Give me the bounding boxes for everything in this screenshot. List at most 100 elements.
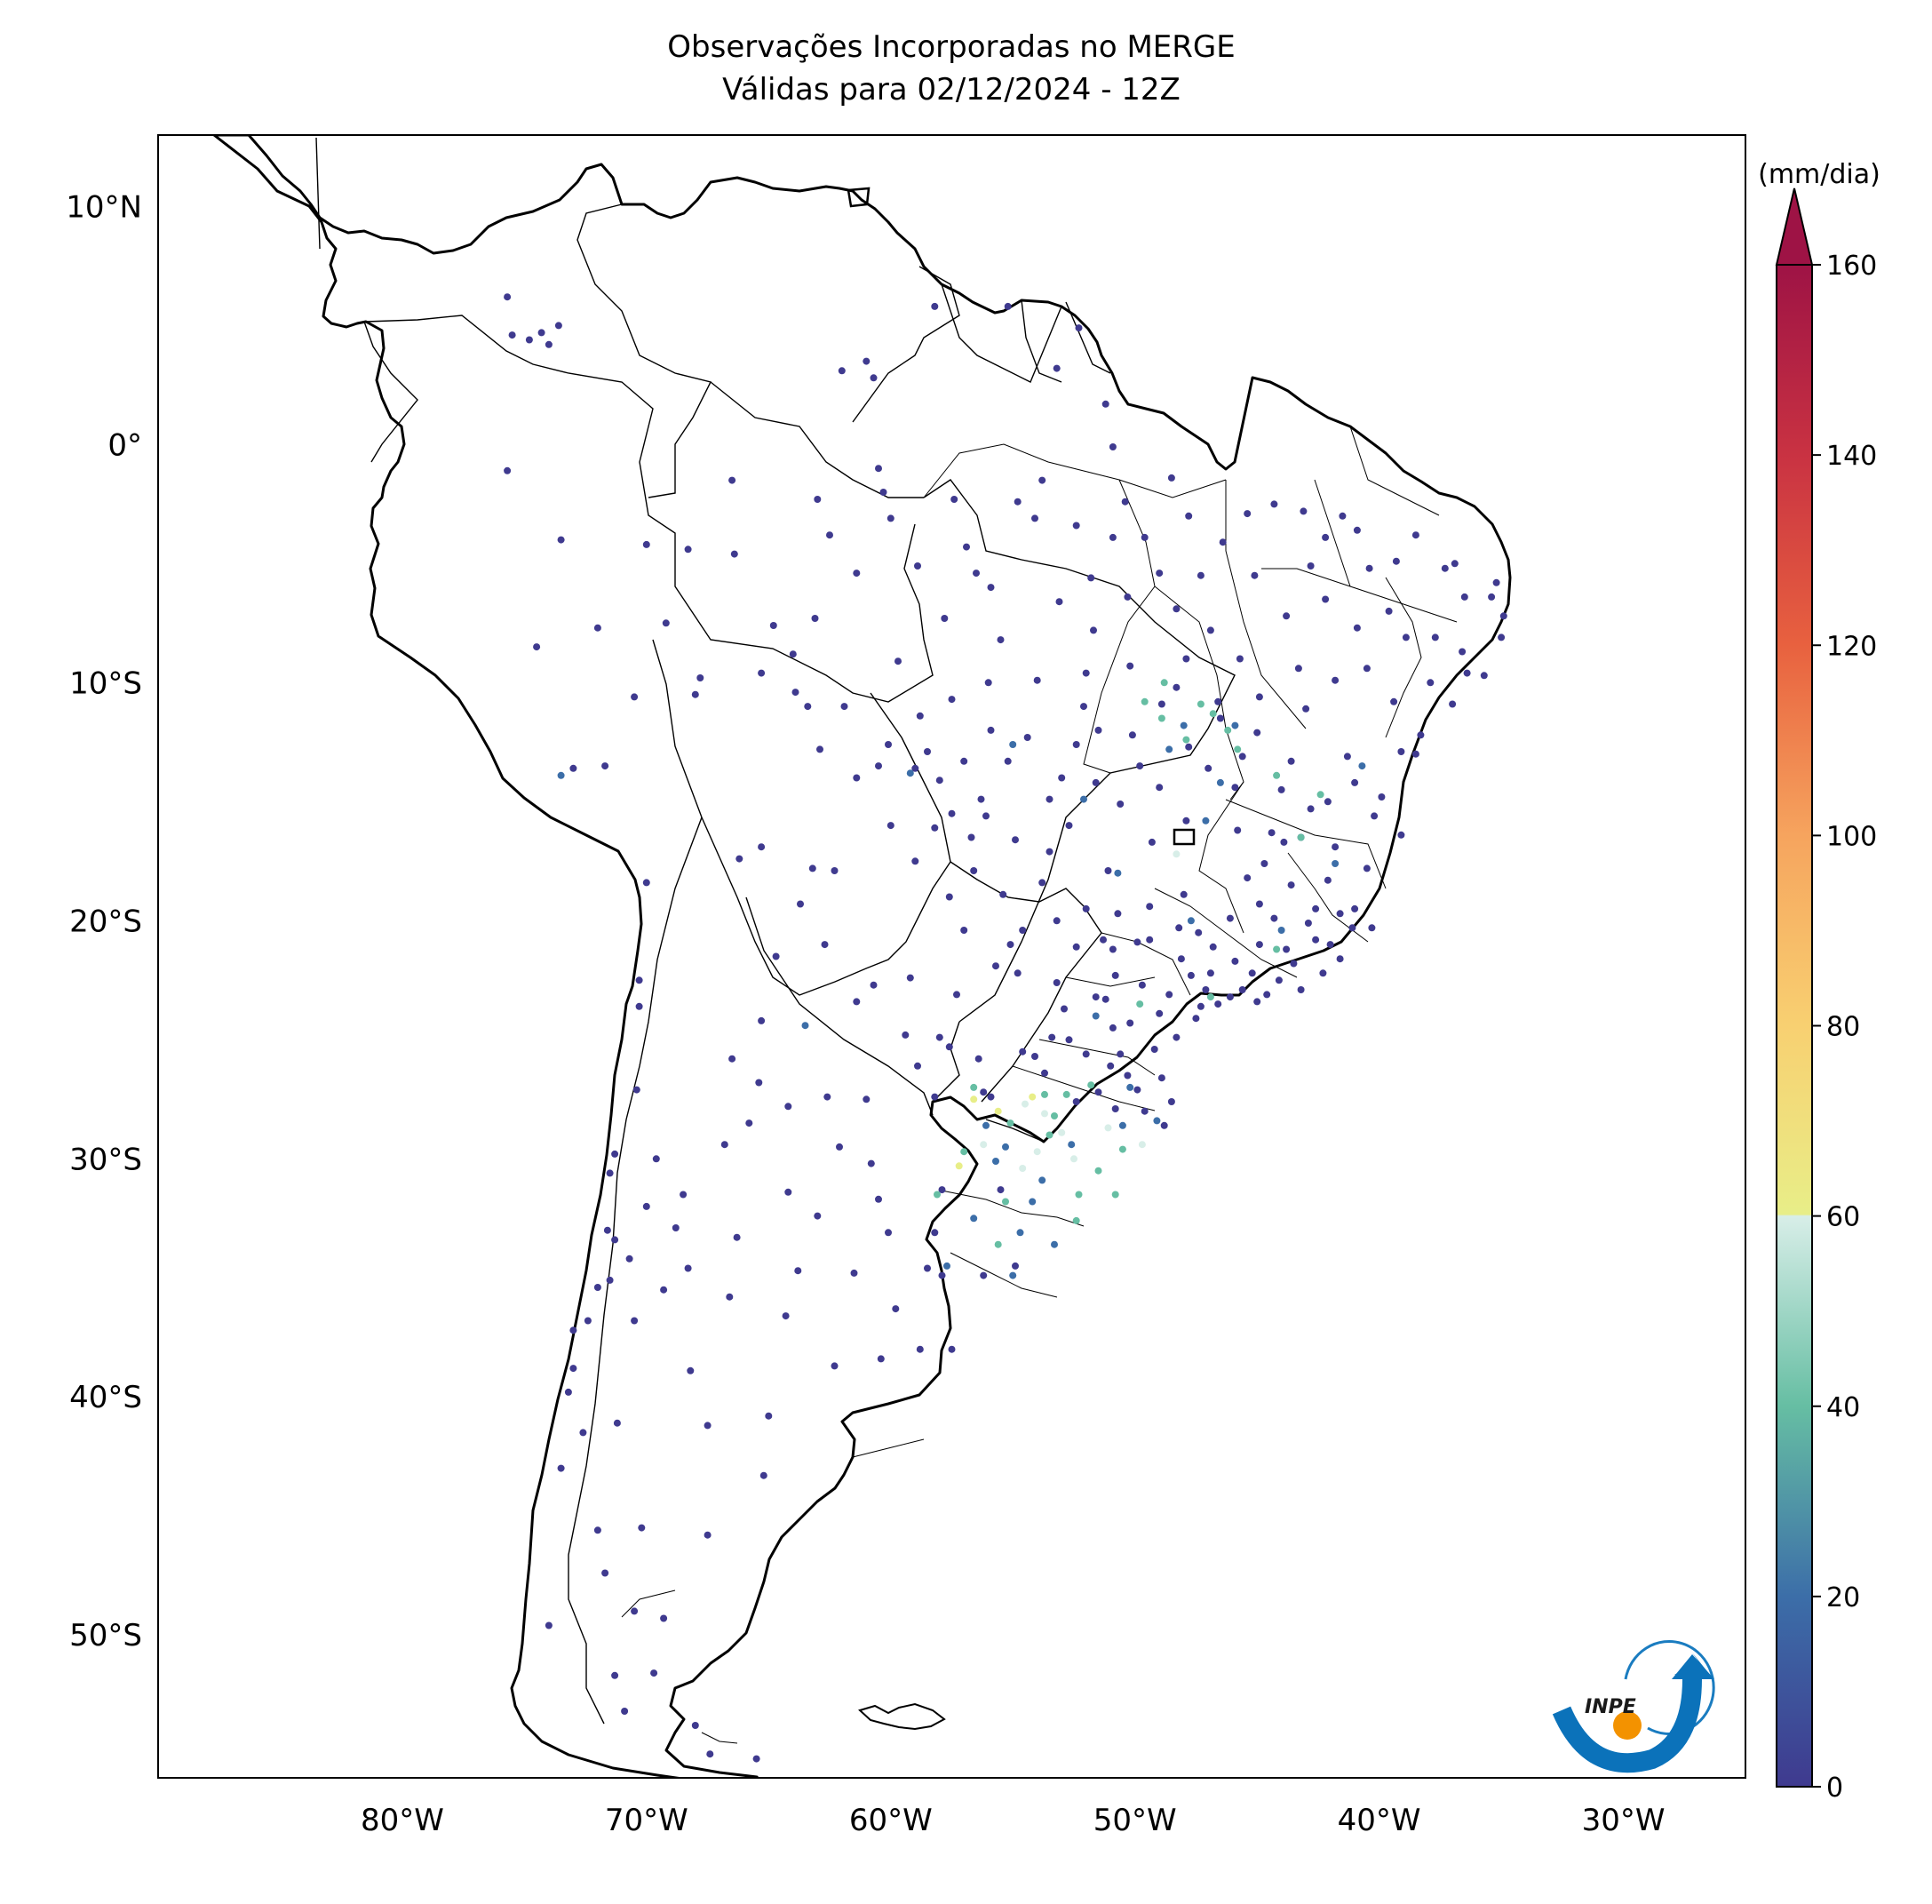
station-point <box>1290 960 1298 968</box>
station-point <box>1002 1198 1009 1206</box>
station-point <box>1365 564 1373 572</box>
station-point <box>1202 817 1210 825</box>
station-point <box>1238 753 1246 761</box>
colorbar-tick-label: 60 <box>1826 1202 1860 1233</box>
station-point <box>691 690 699 698</box>
station-point <box>672 1224 680 1231</box>
station-point <box>1109 443 1117 450</box>
state-borders <box>621 426 1458 1744</box>
lat-tick-label: 0° <box>107 427 142 463</box>
station-point <box>1332 676 1340 684</box>
station-point <box>994 1240 1002 1248</box>
colorbar-extend-arrow <box>1775 187 1814 266</box>
station-point <box>782 1312 790 1320</box>
station-point <box>1111 971 1119 979</box>
station-point <box>1033 1148 1041 1156</box>
station-point <box>948 1345 956 1353</box>
station-point <box>1072 741 1080 748</box>
station-point <box>1332 843 1340 851</box>
station-point <box>706 1750 714 1758</box>
station-point <box>1114 910 1122 918</box>
station-point <box>1187 917 1195 925</box>
station-point <box>931 824 939 832</box>
station-point <box>1255 941 1263 949</box>
station-point <box>728 1055 736 1063</box>
station-point <box>1304 920 1312 927</box>
station-point <box>1009 741 1017 748</box>
lat-tick-label: 30°S <box>69 1142 142 1177</box>
station-point <box>1107 1062 1115 1070</box>
station-point <box>1214 1000 1222 1008</box>
station-point <box>632 1086 640 1094</box>
station-point <box>1273 945 1281 953</box>
station-point <box>1460 593 1468 601</box>
station-point <box>914 1062 921 1070</box>
station-point <box>980 1141 988 1149</box>
station-point <box>948 696 956 704</box>
station-point <box>1061 1005 1068 1013</box>
station-point <box>1121 498 1129 506</box>
station-point <box>1173 683 1181 691</box>
station-point <box>1244 510 1252 518</box>
station-point <box>1156 570 1164 578</box>
station-point <box>1231 784 1239 792</box>
colorbar-tick-label: 160 <box>1826 251 1877 282</box>
station-point <box>1343 753 1351 761</box>
station-point <box>1053 917 1061 925</box>
station-point <box>1195 928 1203 936</box>
station-point <box>730 550 738 558</box>
station-point <box>831 1362 839 1370</box>
station-point <box>1307 805 1315 813</box>
station-point <box>758 843 766 851</box>
station-point <box>1182 817 1190 825</box>
station-point <box>1319 969 1327 977</box>
station-point <box>1324 876 1332 884</box>
station-point <box>1157 700 1165 708</box>
station-point <box>684 546 692 554</box>
station-point <box>593 1284 601 1291</box>
trinidad <box>847 187 871 208</box>
station-point <box>1082 904 1090 912</box>
station-point <box>963 543 970 551</box>
station-point <box>611 1236 619 1244</box>
station-point <box>914 562 921 570</box>
colorbar-tick-label: 100 <box>1826 821 1877 852</box>
station-point <box>638 1524 646 1532</box>
station-point <box>875 465 882 473</box>
lon-tick-label: 80°W <box>361 1803 444 1838</box>
colorbar: (mm/dia) 0 20 40 60 80 100 120 140 160 <box>1758 159 1880 1804</box>
station-point <box>1090 626 1097 634</box>
station-point <box>1263 991 1271 999</box>
station-point <box>943 1262 950 1270</box>
station-point <box>735 855 743 863</box>
station-point <box>1492 578 1500 586</box>
station-point <box>1268 829 1276 837</box>
station-point <box>906 974 914 982</box>
station-point <box>924 748 931 755</box>
station-point <box>631 1317 639 1325</box>
station-point <box>606 1276 614 1284</box>
station-point <box>1451 560 1459 568</box>
station-point <box>1146 936 1154 944</box>
station-point <box>853 998 861 1006</box>
station-point <box>980 1088 988 1096</box>
station-point <box>1146 903 1154 911</box>
station-point <box>1041 1069 1048 1077</box>
station-point <box>994 1107 1002 1115</box>
station-point <box>902 1031 910 1039</box>
station-point <box>945 1043 953 1051</box>
station-point <box>680 1191 688 1199</box>
station-point <box>1368 924 1376 932</box>
station-point <box>1023 734 1031 741</box>
station-point <box>960 1148 968 1156</box>
station-point <box>1312 904 1320 912</box>
station-point <box>982 812 990 820</box>
station-point <box>885 1229 892 1237</box>
station-point <box>1141 533 1149 541</box>
station-point <box>631 1607 639 1615</box>
station-point <box>814 496 822 503</box>
station-point <box>1283 612 1291 620</box>
station-point <box>545 340 553 348</box>
station-point <box>557 1464 565 1472</box>
station-point <box>545 1621 553 1629</box>
